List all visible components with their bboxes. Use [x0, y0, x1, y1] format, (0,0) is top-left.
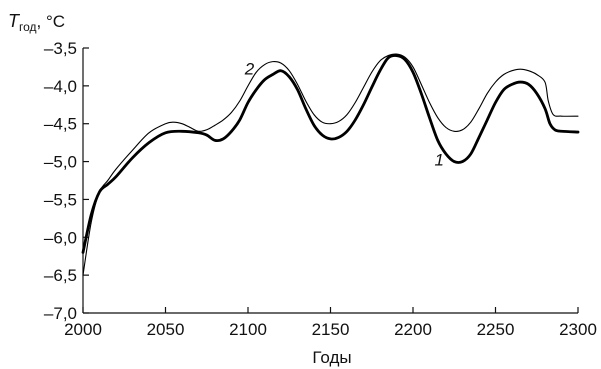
- series-group: 12: [81, 53, 580, 276]
- y-tick-label: –6,5: [44, 266, 77, 285]
- x-axis-title: Годы: [312, 348, 351, 367]
- y-tick-label: –4,0: [44, 77, 77, 96]
- y-tick-label: –5,0: [44, 153, 77, 172]
- x-tick-label: 2150: [312, 320, 350, 339]
- y-axis-title-subscript: год: [19, 20, 37, 34]
- y-tick-label: –4,5: [44, 115, 77, 134]
- series-label-2: 2: [244, 60, 255, 79]
- y-axis-title-unit: , °C: [37, 12, 66, 31]
- y-tick-label: –6,0: [44, 228, 77, 247]
- series-line-1: [81, 54, 580, 254]
- y-tick-label: –3,5: [44, 39, 77, 58]
- x-tick-label: 2250: [477, 320, 515, 339]
- y-ticks: –3,5 –4,0 –4,5 –5,0 –5,5 –6,0 –6,5 –7,0: [44, 39, 89, 323]
- x-tick-label: 2000: [64, 320, 102, 339]
- series-line-2: [82, 53, 579, 276]
- x-tick-label: 2300: [559, 320, 597, 339]
- x-tick-label: 2200: [394, 320, 432, 339]
- series-label-1: 1: [434, 150, 443, 169]
- y-tick-label: –7,0: [44, 304, 77, 323]
- x-ticks: 2000 2050 2100 2150 2200 2250 2300: [64, 307, 597, 339]
- x-tick-label: 2100: [229, 320, 267, 339]
- y-axis-title-symbol: T: [8, 11, 21, 31]
- y-tick-label: –5,5: [44, 190, 77, 209]
- x-tick-label: 2050: [147, 320, 185, 339]
- y-axis-title: Tгод, °C: [8, 11, 65, 34]
